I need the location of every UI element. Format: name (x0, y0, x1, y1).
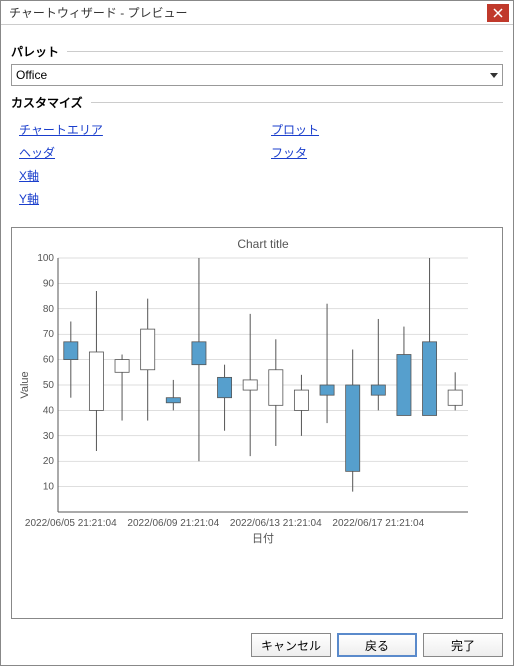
link-chart-area[interactable]: チャートエリア (19, 121, 271, 138)
svg-text:Chart title: Chart title (237, 237, 289, 251)
links-col-right: プロット フッタ (271, 121, 319, 207)
svg-text:2022/06/05 21:21:04: 2022/06/05 21:21:04 (25, 518, 117, 529)
link-y-axis[interactable]: Y軸 (19, 190, 271, 207)
palette-label-text: パレット (11, 43, 59, 60)
link-plot[interactable]: プロット (271, 121, 319, 138)
svg-text:60: 60 (43, 355, 55, 366)
links-col-left: チャートエリア ヘッダ X軸 Y軸 (11, 121, 271, 207)
back-button[interactable]: 戻る (337, 633, 417, 657)
svg-text:Value: Value (19, 371, 31, 398)
close-button[interactable] (487, 4, 509, 22)
svg-text:2022/06/09 21:21:04: 2022/06/09 21:21:04 (127, 518, 219, 529)
customize-label-text: カスタマイズ (11, 94, 83, 111)
svg-text:20: 20 (43, 456, 55, 467)
chart-preview: Chart title 10 20 30 40 50 60 70 80 90 100 2022/06/… (11, 227, 503, 619)
svg-text:2022/06/13 21:21:04: 2022/06/13 21:21:04 (230, 518, 322, 529)
palette-dropdown[interactable]: Office (11, 64, 503, 86)
chevron-down-icon (490, 73, 498, 78)
palette-selected-value: Office (16, 68, 47, 82)
link-header[interactable]: ヘッダ (19, 144, 271, 161)
svg-text:90: 90 (43, 278, 55, 289)
content-area: パレット Office カスタマイズ チャートエリア ヘッダ X軸 Y軸 プロッ… (1, 25, 513, 625)
finish-button[interactable]: 完了 (423, 633, 503, 657)
svg-text:100: 100 (37, 253, 54, 264)
svg-text:40: 40 (43, 405, 55, 416)
cancel-button[interactable]: キャンセル (251, 633, 331, 657)
svg-text:30: 30 (43, 431, 55, 442)
svg-text:日付: 日付 (252, 532, 274, 545)
dialog-window: チャートウィザード - プレビュー パレット Office カスタマイズ チャー… (0, 0, 514, 666)
svg-text:2022/06/17 21:21:04: 2022/06/17 21:21:04 (332, 518, 424, 529)
window-title: チャートウィザード - プレビュー (5, 4, 487, 21)
customize-links: チャートエリア ヘッダ X軸 Y軸 プロット フッタ (11, 121, 503, 207)
svg-text:70: 70 (43, 329, 55, 340)
customize-section-label: カスタマイズ (11, 94, 503, 111)
svg-text:80: 80 (43, 304, 55, 315)
candlestick-chart: Chart title 10 20 30 40 50 60 70 80 90 100 2022/06/… (16, 234, 494, 574)
titlebar: チャートウィザード - プレビュー (1, 1, 513, 25)
button-row: キャンセル 戻る 完了 (1, 625, 513, 665)
svg-text:10: 10 (43, 482, 55, 493)
link-x-axis[interactable]: X軸 (19, 167, 271, 184)
svg-text:50: 50 (43, 380, 55, 391)
close-icon (493, 8, 503, 18)
palette-section-label: パレット (11, 43, 503, 60)
link-footer[interactable]: フッタ (271, 144, 319, 161)
